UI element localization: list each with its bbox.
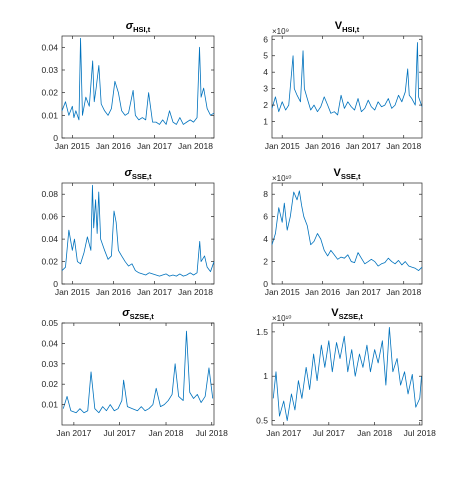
chart-title: σSSE,t xyxy=(125,167,152,181)
chart-title-main: σ xyxy=(122,307,130,319)
axes-box xyxy=(271,182,423,285)
axes-box xyxy=(271,322,423,426)
x-tick-label: Jan 2017 xyxy=(346,141,381,151)
chart-title-subscript: HSI,t xyxy=(133,25,151,34)
chart-title: VSSE,t xyxy=(334,167,361,181)
y-tick-label: 1 xyxy=(263,117,268,127)
x-tick-label: Jul 2017 xyxy=(313,428,345,438)
x-tick-label: Jan 2015 xyxy=(55,141,90,151)
y-tick-label: 0.5 xyxy=(256,416,268,426)
series-line xyxy=(62,330,214,414)
x-tick-label: Jan 2017 xyxy=(137,287,172,297)
x-tick-label: Jan 2015 xyxy=(55,287,90,297)
y-tick-label: 0.08 xyxy=(41,189,58,199)
y-tick-label: 1 xyxy=(263,371,268,381)
y-tick-label: 8 xyxy=(263,189,268,199)
x-tick-label: Jan 2016 xyxy=(96,141,131,151)
y-tick-label: 3 xyxy=(263,84,268,94)
y-tick-label: 0.02 xyxy=(41,88,58,98)
y-tick-label: 2 xyxy=(263,100,268,110)
x-tick-label: Jan 2017 xyxy=(56,428,91,438)
series-line xyxy=(271,42,423,116)
x-tick-label: Jan 2018 xyxy=(178,287,213,297)
axis-exponent-label: ×10¹⁰ xyxy=(272,314,291,323)
chart-title-subscript: SSE,t xyxy=(341,172,361,181)
series-line xyxy=(61,184,215,277)
y-tick-label: 0.01 xyxy=(41,400,58,410)
chart-panel-4: 0 2 4 6 8 Jan 2015 Jan 2016 Jan 2017 Jan 2018 ×10… xyxy=(263,167,423,297)
axis-exponent-label: ×10¹⁰ xyxy=(272,174,291,183)
y-tick-label: 1.5 xyxy=(256,327,268,337)
y-tick-label: 2 xyxy=(263,257,268,267)
chart-title: VSZSE,t xyxy=(331,307,363,321)
chart-panel-2: 1 2 3 4 5 6 Jan 2015 Jan 2016 Jan 2017 Jan 2018 ×1… xyxy=(263,20,423,151)
y-tick-label: 0.02 xyxy=(41,379,58,389)
x-tick-label: Jan 2018 xyxy=(149,428,184,438)
x-tick-label: Jan 2017 xyxy=(266,428,301,438)
series-line xyxy=(61,37,215,125)
x-tick-label: Jan 2015 xyxy=(265,141,300,151)
y-tick-label: 0.03 xyxy=(41,65,58,75)
y-tick-label: 0.03 xyxy=(41,359,58,369)
chart-title-subscript: SSE,t xyxy=(132,172,152,181)
chart-title: σHSI,t xyxy=(126,20,151,34)
y-tick-label: 0 xyxy=(53,133,58,143)
chart-title: VHSI,t xyxy=(335,20,360,34)
chart-title-subscript: SZSE,t xyxy=(339,312,364,321)
x-tick-label: Jan 2017 xyxy=(346,287,381,297)
chart-title: σSZSE,t xyxy=(122,307,154,321)
chart-title-main: V xyxy=(331,307,339,319)
axes-box xyxy=(61,35,215,139)
y-tick-label: 0.06 xyxy=(41,212,58,222)
chart-title-subscript: SZSE,t xyxy=(130,312,155,321)
x-tick-label: Jan 2018 xyxy=(386,141,421,151)
axes-box xyxy=(61,182,215,285)
chart-panel-5: 0.01 0.02 0.03 0.04 0.05 Jan 2017 Jul 2017 Jan … xyxy=(41,307,228,438)
x-tick-label: Jul 2017 xyxy=(103,428,135,438)
series-line xyxy=(271,190,423,271)
axis-exponent-label: ×10⁹ xyxy=(272,27,289,36)
x-tick-label: Jul 2018 xyxy=(196,428,228,438)
y-tick-label: 0.01 xyxy=(41,110,58,120)
chart-title-main: V xyxy=(335,20,343,32)
y-tick-label: 6 xyxy=(263,34,268,44)
y-tick-label: 0 xyxy=(53,279,58,289)
chart-title-main: V xyxy=(334,167,342,179)
y-tick-label: 0 xyxy=(263,279,268,289)
x-tick-label: Jul 2018 xyxy=(404,428,436,438)
y-tick-label: 0.04 xyxy=(41,42,58,52)
y-tick-label: 4 xyxy=(263,234,268,244)
chart-panel-6: 0.5 1 1.5 Jan 2017 Jul 2017 Jan 2018 Jul 2018 ×… xyxy=(256,307,436,438)
series-line xyxy=(272,327,422,421)
y-tick-label: 0.05 xyxy=(41,318,58,328)
y-tick-label: 0.04 xyxy=(41,338,58,348)
chart-title-main: σ xyxy=(125,167,133,179)
chart-title-subscript: HSI,t xyxy=(342,25,360,34)
chart-panel-1: 0 0.01 0.02 0.03 0.04 Jan 2015 Jan 2016 Jan 201… xyxy=(41,20,215,151)
y-tick-label: 4 xyxy=(263,67,268,77)
axes-box xyxy=(271,35,423,139)
x-tick-label: Jan 2016 xyxy=(305,141,340,151)
x-tick-label: Jan 2016 xyxy=(305,287,340,297)
x-tick-label: Jan 2018 xyxy=(178,141,213,151)
x-tick-label: Jan 2018 xyxy=(386,287,421,297)
y-tick-label: 0.04 xyxy=(41,234,58,244)
y-tick-label: 5 xyxy=(263,51,268,61)
x-tick-label: Jan 2018 xyxy=(357,428,392,438)
y-tick-label: 0.02 xyxy=(41,257,58,267)
chart-title-main: σ xyxy=(126,20,134,32)
x-tick-label: Jan 2017 xyxy=(137,141,172,151)
chart-panel-3: 0 0.02 0.04 0.06 0.08 Jan 2015 Jan 2016 Jan 201… xyxy=(41,167,215,297)
y-tick-label: 6 xyxy=(263,212,268,222)
x-tick-label: Jan 2016 xyxy=(96,287,131,297)
x-tick-label: Jan 2015 xyxy=(265,287,300,297)
